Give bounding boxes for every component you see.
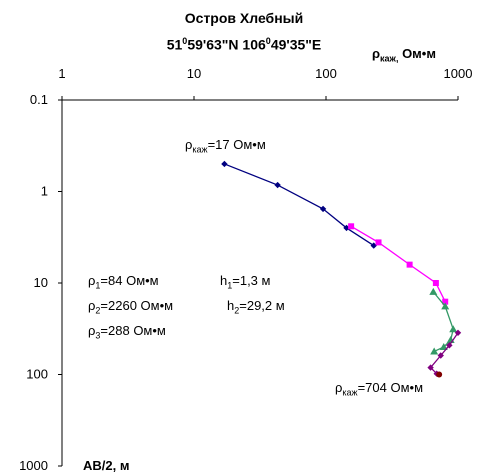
series-1-line <box>224 163 375 247</box>
series-3-point <box>441 302 450 310</box>
series-1-point <box>370 242 377 249</box>
series-2-line <box>350 225 446 302</box>
title-lat-deg: 51 <box>166 36 183 53</box>
series-3-point <box>449 325 458 333</box>
series-4-point <box>454 329 462 336</box>
series-2-point <box>375 239 382 246</box>
chart-title-line1: Остров Хлебный <box>184 10 304 26</box>
title-lat-rest: 59'63"N 106 <box>187 36 266 53</box>
series-2-point <box>432 280 439 286</box>
series-3-point <box>439 342 448 350</box>
series-4-point <box>427 364 434 371</box>
y-tick-label: 10 <box>34 275 48 290</box>
y-tick-label: 0.1 <box>30 92 48 107</box>
annotation-p2: ρ2=2260 Ом•м <box>88 298 174 316</box>
chart-title-line2: 51059'63"N 106049'35"E <box>0 36 488 53</box>
top-axis-sub: каж, <box>380 53 399 64</box>
annotation-end: ρкаж=704 Ом•м <box>335 380 424 398</box>
series-3-point <box>429 287 438 295</box>
x-tick-label: 1 <box>58 66 65 81</box>
annotation-start: ρкаж=17 Ом•м <box>185 137 266 155</box>
series-2-point <box>406 261 413 268</box>
series-1-point <box>274 181 281 189</box>
x-tick-label: 1000 <box>444 66 473 81</box>
series-1-point <box>319 205 327 213</box>
series-1-point <box>343 224 350 232</box>
annotation-h1: h1=1,3 м <box>220 273 271 291</box>
series-4-point <box>446 342 453 349</box>
series-3-point <box>430 347 439 355</box>
top-axis-label: ρкаж, Ом•м <box>372 46 436 64</box>
series-2-point <box>348 223 355 230</box>
x-tick-label: 10 <box>187 66 201 81</box>
title-deg-sign-1: 0 <box>182 36 188 46</box>
title-deg-sign-2: 0 <box>265 36 271 46</box>
annotation-h2: h2=29,2 м <box>227 298 285 316</box>
series-2-point <box>442 298 449 305</box>
y-tick-label: 1000 <box>19 458 48 473</box>
left-axis-label: AB/2, м <box>83 458 130 473</box>
annotation-p1: ρ1=84 Ом•м <box>88 273 159 291</box>
series-1-point <box>221 160 228 168</box>
series-4-point <box>437 352 444 359</box>
y-tick-label: 1 <box>41 184 48 199</box>
top-axis-symbol: ρ <box>372 46 381 61</box>
title-lon-rest: 49'35"E <box>270 36 322 53</box>
series-5-point <box>436 371 443 378</box>
top-axis-unit: Ом•м <box>398 46 436 61</box>
annotation-p3: ρ3=288 Ом•м <box>88 323 166 341</box>
x-tick-label: 100 <box>315 66 337 81</box>
y-tick-label: 100 <box>26 367 48 382</box>
